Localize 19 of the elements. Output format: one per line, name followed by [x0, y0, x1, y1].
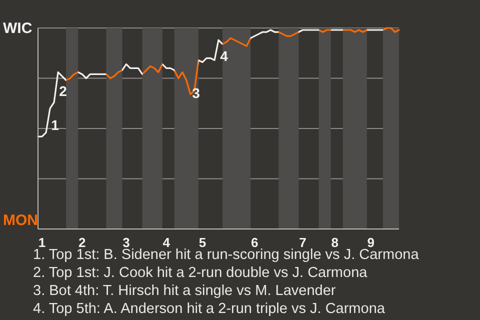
text: 3. Bot 4th: T. Hirsch hit a single vs M. Lavender [33, 282, 337, 300]
annotation: 2 [59, 83, 67, 99]
x-tick-label: 3 [122, 235, 130, 250]
text: 2. Top 1st: J. Cook hit a 2-run double vs J. Carmona [33, 264, 368, 282]
x-tick-label: 4 [162, 235, 171, 250]
text: WIC [3, 20, 32, 37]
annotation: 3 [192, 85, 200, 101]
x-tick-label: 7 [299, 235, 306, 250]
x-tick-label: 1 [38, 235, 46, 250]
x-tick-label: 9 [367, 235, 375, 250]
x-tick-label: 8 [331, 235, 338, 250]
annotation: 1 [51, 117, 59, 133]
text: 4. Top 5th: A. Anderson hit a 2-run triple vs J. Carmona [33, 300, 386, 318]
x-tick-label: 5 [198, 235, 206, 250]
x-tick-label: 2 [78, 235, 86, 250]
text: 1. Top 1st: B. Sidener hit a run-scoring single vs J. Carmona [33, 247, 419, 264]
x-tick-label: 6 [250, 235, 258, 250]
annotation: MON [3, 212, 38, 229]
annotation: 4 [220, 48, 228, 64]
